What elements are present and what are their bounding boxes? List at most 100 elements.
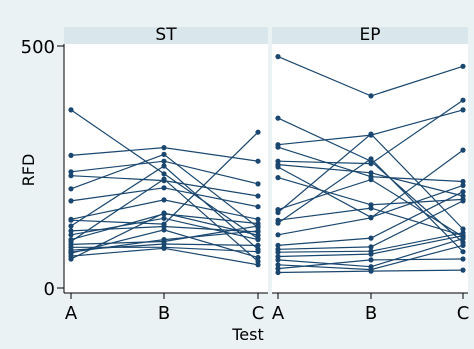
panel-st-lines [68,107,261,268]
data-point-st-11-b [161,215,167,221]
x-tick-label-st-a: A [65,303,78,324]
data-point-st-2-b [161,145,167,151]
data-point-ep-13-b [368,215,374,221]
data-point-ep-5-c [460,97,466,103]
data-point-st-9-b [161,163,167,169]
panel-st-strip [64,27,268,44]
data-point-ep-19-a [275,262,281,268]
data-point-ep-12-c [460,249,466,255]
data-point-ep-13-c [460,147,466,153]
data-point-ep-18-c [460,236,466,242]
data-point-st-3-a [68,169,74,175]
y-axis: 500 0 RFD [19,37,65,300]
data-point-st-20-b [161,210,167,216]
data-point-st-6-b [161,185,167,191]
data-point-ep-1-a [275,54,281,60]
y-tick-label-500: 500 [21,37,55,58]
data-point-st-17-c [255,254,261,261]
data-point-ep-19-c [460,242,466,248]
data-point-ep-13-a [275,232,281,238]
data-point-ep-2-a [275,115,281,121]
data-point-st-7-b [161,197,167,203]
data-point-ep-7-a [275,164,281,170]
data-point-ep-18-a [275,257,281,263]
data-point-ep-10-a [275,209,281,216]
data-point-ep-21-b [368,268,374,274]
x-axis-st: A B C [64,292,268,324]
data-point-st-8-a [68,217,74,223]
data-point-st-2-c [255,158,261,164]
data-point-ep-12-a [275,220,281,226]
panel-ep: EP [272,25,468,293]
panel-ep-title: EP [360,25,381,45]
data-point-ep-20-a [275,266,281,272]
data-point-st-20-a [68,256,74,262]
data-point-st-14-c [255,223,261,229]
data-point-st-18-b [161,245,167,251]
data-point-st-6-a [68,198,74,204]
data-point-ep-5-b [368,161,374,167]
data-point-ep-15-c [460,198,466,204]
data-point-st-19-c [255,228,261,234]
data-point-st-20-c [255,232,261,238]
data-point-st-4-a [68,173,74,179]
data-point-ep-16-a [275,249,281,255]
data-point-ep-15-b [368,244,374,250]
x-axis-title: Test [231,325,264,344]
data-point-st-9-a [68,223,74,229]
data-point-st-11-a [68,232,74,238]
data-point-ep-4-a [275,144,281,150]
data-point-st-19-a [68,249,74,255]
x-axis-ep: A B C [272,292,470,324]
panel-ep-lines [275,54,466,276]
data-point-st-10-a [68,228,74,234]
data-point-st-4-c [255,193,261,199]
data-point-ep-20-b [368,257,374,263]
data-point-st-13-b [161,176,167,182]
data-point-st-1-b [161,171,167,177]
data-point-ep-14-c [460,189,466,195]
data-point-ep-21-a [275,269,281,276]
data-point-st-16-b [161,241,167,247]
data-point-st-11-c [255,237,261,243]
data-point-st-8-c [255,129,261,135]
x-tick-label-st-b: B [158,303,170,324]
data-point-ep-21-c [460,267,466,273]
data-point-st-15-c [255,249,261,255]
data-point-st-6-c [255,204,261,210]
data-point-st-1-a [68,107,74,113]
x-tick-label-ep-a: A [272,303,285,324]
data-point-ep-10-c [460,226,466,232]
y-tick-label-0: 0 [44,279,55,300]
data-point-ep-8-a [275,175,281,181]
y-axis-title: RFD [19,154,38,187]
data-point-ep-6-b [368,170,374,176]
data-point-st-5-b [161,151,167,157]
data-point-ep-3-c [460,107,466,113]
data-point-st-19-b [161,237,167,243]
data-point-ep-7-c [460,182,466,188]
data-point-ep-17-b [368,251,374,257]
data-point-st-16-c [255,242,261,248]
data-point-ep-20-c [460,256,466,262]
x-tick-label-ep-c: C [457,303,470,324]
data-point-st-7-c [255,216,261,222]
data-point-st-3-c [255,181,261,187]
data-point-ep-11-b [368,205,374,211]
data-point-st-5-a [68,186,74,192]
data-point-st-3-b [161,158,167,164]
data-point-ep-12-b [368,156,374,162]
x-tick-label-st-c: C [252,303,265,324]
data-point-ep-10-b [368,131,374,137]
x-tick-label-ep-b: B [365,303,377,324]
data-point-st-2-a [68,152,74,158]
data-point-ep-1-b [368,93,374,99]
panel-ep-strip [272,27,468,44]
data-point-ep-4-c [460,178,466,185]
data-point-ep-14-a [275,242,281,248]
data-point-st-18-c [255,262,261,268]
data-point-ep-1-c [460,63,466,69]
panel-st: ST [64,25,268,293]
data-point-ep-14-b [368,235,374,241]
